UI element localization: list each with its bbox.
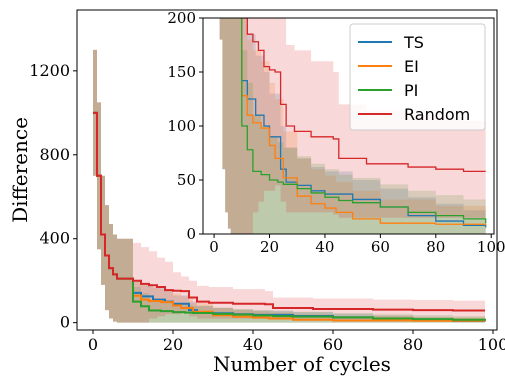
legend-label-pi: PI [404, 81, 418, 100]
main-x-ticks: 0 20 40 60 80 100 [88, 330, 505, 354]
inset-y-tick-label: 0 [186, 225, 196, 243]
main-y-tick-label: 0 [60, 313, 70, 332]
inset-x-tick-label: 60 [371, 238, 390, 256]
main-y-tick-label: 800 [39, 145, 70, 164]
inset-line-ei [241, 18, 487, 226]
main-x-tick-label: 100 [478, 335, 505, 354]
inset-y-tick-label: 50 [177, 171, 196, 189]
legend-box [349, 23, 486, 131]
main-y-ticks: 0 400 800 1200 [29, 61, 77, 332]
inset-x-tick-label: 40 [315, 238, 334, 256]
inset-x-tick-label: 100 [477, 238, 505, 256]
inset-axes: 0 20 40 60 80 100 0 50 100 150 200 TS EI PI Random [167, 9, 505, 256]
main-x-tick-label: 40 [243, 335, 263, 354]
inset-y-tick-label: 100 [167, 117, 196, 135]
legend-label-random: Random [404, 105, 470, 124]
inset-y-tick-label: 150 [167, 63, 196, 81]
inset-line-pi [241, 18, 487, 224]
main-x-tick-label: 80 [403, 335, 423, 354]
x-axis-label: Number of cycles [213, 352, 391, 376]
main-y-tick-label: 400 [39, 229, 70, 248]
legend-label-ei: EI [404, 57, 419, 76]
legend: TS EI PI Random [349, 23, 486, 131]
inset-x-tick-label: 80 [426, 238, 445, 256]
inset-x-tick-label: 0 [209, 238, 219, 256]
main-x-tick-label: 20 [163, 335, 183, 354]
y-axis-label: Difference [8, 117, 32, 223]
main-line-random [93, 111, 485, 312]
inset-y-tick-label: 200 [167, 9, 196, 27]
main-y-tick-label: 1200 [29, 61, 70, 80]
main-frame [76, 9, 498, 331]
main-x-tick-label: 0 [88, 335, 98, 354]
inset-series-lines [241, 18, 487, 228]
inset-x-ticks: 0 20 40 60 80 100 [209, 234, 505, 256]
main-x-tick-label: 60 [323, 335, 343, 354]
inset-y-ticks: 0 50 100 150 200 [167, 9, 203, 243]
inset-x-tick-label: 20 [260, 238, 279, 256]
main-series-lines [93, 111, 486, 322]
legend-label-ts: TS [403, 33, 424, 52]
legend-items: TS EI PI Random [358, 33, 470, 124]
inset-line-random [241, 18, 486, 173]
